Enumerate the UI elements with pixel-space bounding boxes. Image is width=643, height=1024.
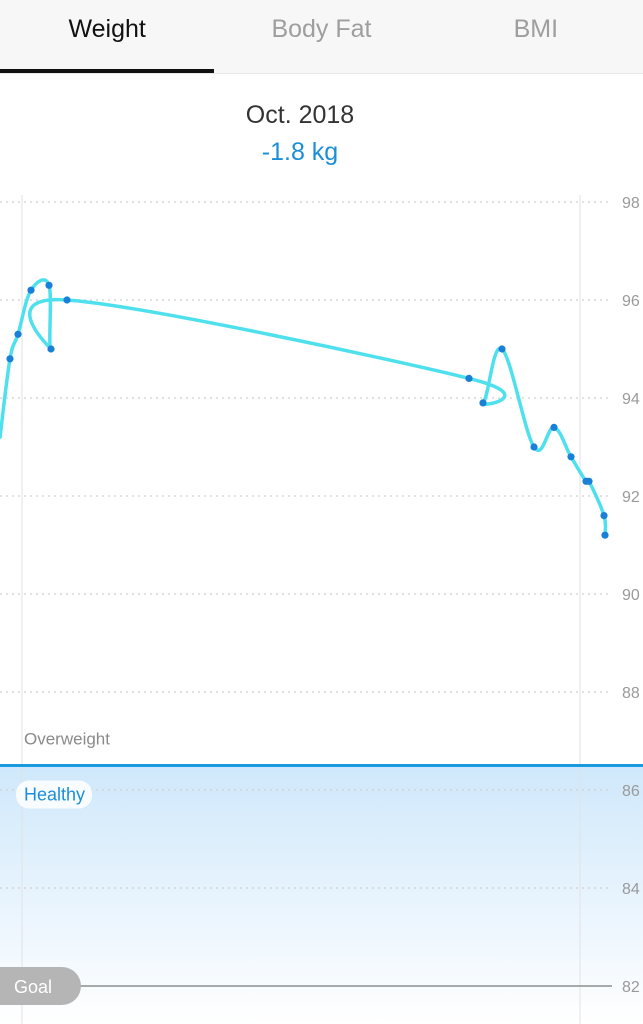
goal-label[interactable]: Goal (14, 977, 52, 997)
data-point (567, 453, 575, 461)
overweight-zone-label: Overweight (24, 730, 110, 749)
data-point (601, 531, 609, 539)
period-label: Oct. 2018 (245, 101, 355, 129)
data-point (600, 511, 608, 520)
data-point (47, 345, 55, 353)
data-point (6, 355, 14, 363)
data-point (465, 374, 473, 382)
y-tick-label: 82 (622, 979, 640, 996)
weight-series-line (0, 278, 608, 537)
healthy-zone (0, 765, 643, 1024)
y-tick-label: 94 (622, 391, 640, 408)
y-axis-ticks: 98 96 94 92 90 88 86 84 82 (622, 195, 640, 996)
goal-badge-shape[interactable] (0, 967, 81, 1005)
grid-lines (0, 201, 612, 889)
y-tick-label: 98 (622, 195, 640, 212)
y-tick-label: 92 (622, 489, 640, 506)
y-tick-label: 88 (622, 685, 640, 702)
healthy-zone-label: Healthy (24, 785, 85, 805)
data-point (63, 296, 71, 304)
tab-body-fat[interactable]: Body Fat (271, 15, 372, 43)
weight-change: -1.8 kg (261, 138, 339, 166)
data-point (14, 330, 22, 338)
data-point (530, 443, 538, 451)
tab-bmi[interactable]: BMI (513, 15, 559, 43)
data-point (498, 345, 506, 353)
data-point (479, 399, 487, 407)
weight-data-points (6, 281, 609, 539)
data-point (550, 423, 558, 431)
data-point (45, 281, 53, 289)
tab-weight[interactable]: Weight (0, 0, 215, 73)
period-summary: Oct. 2018 -1.8 kg (0, 96, 600, 170)
y-tick-label: 90 (622, 587, 640, 604)
goal-badge[interactable]: Goal (0, 967, 81, 1005)
tab-bar: Weight Body Fat BMI (0, 0, 643, 74)
y-tick-label: 96 (622, 293, 640, 310)
y-tick-label: 86 (622, 783, 640, 800)
healthy-zone-badge: Healthy (16, 780, 92, 809)
data-point (27, 286, 35, 294)
data-point (585, 477, 593, 485)
y-tick-label: 84 (622, 881, 640, 898)
